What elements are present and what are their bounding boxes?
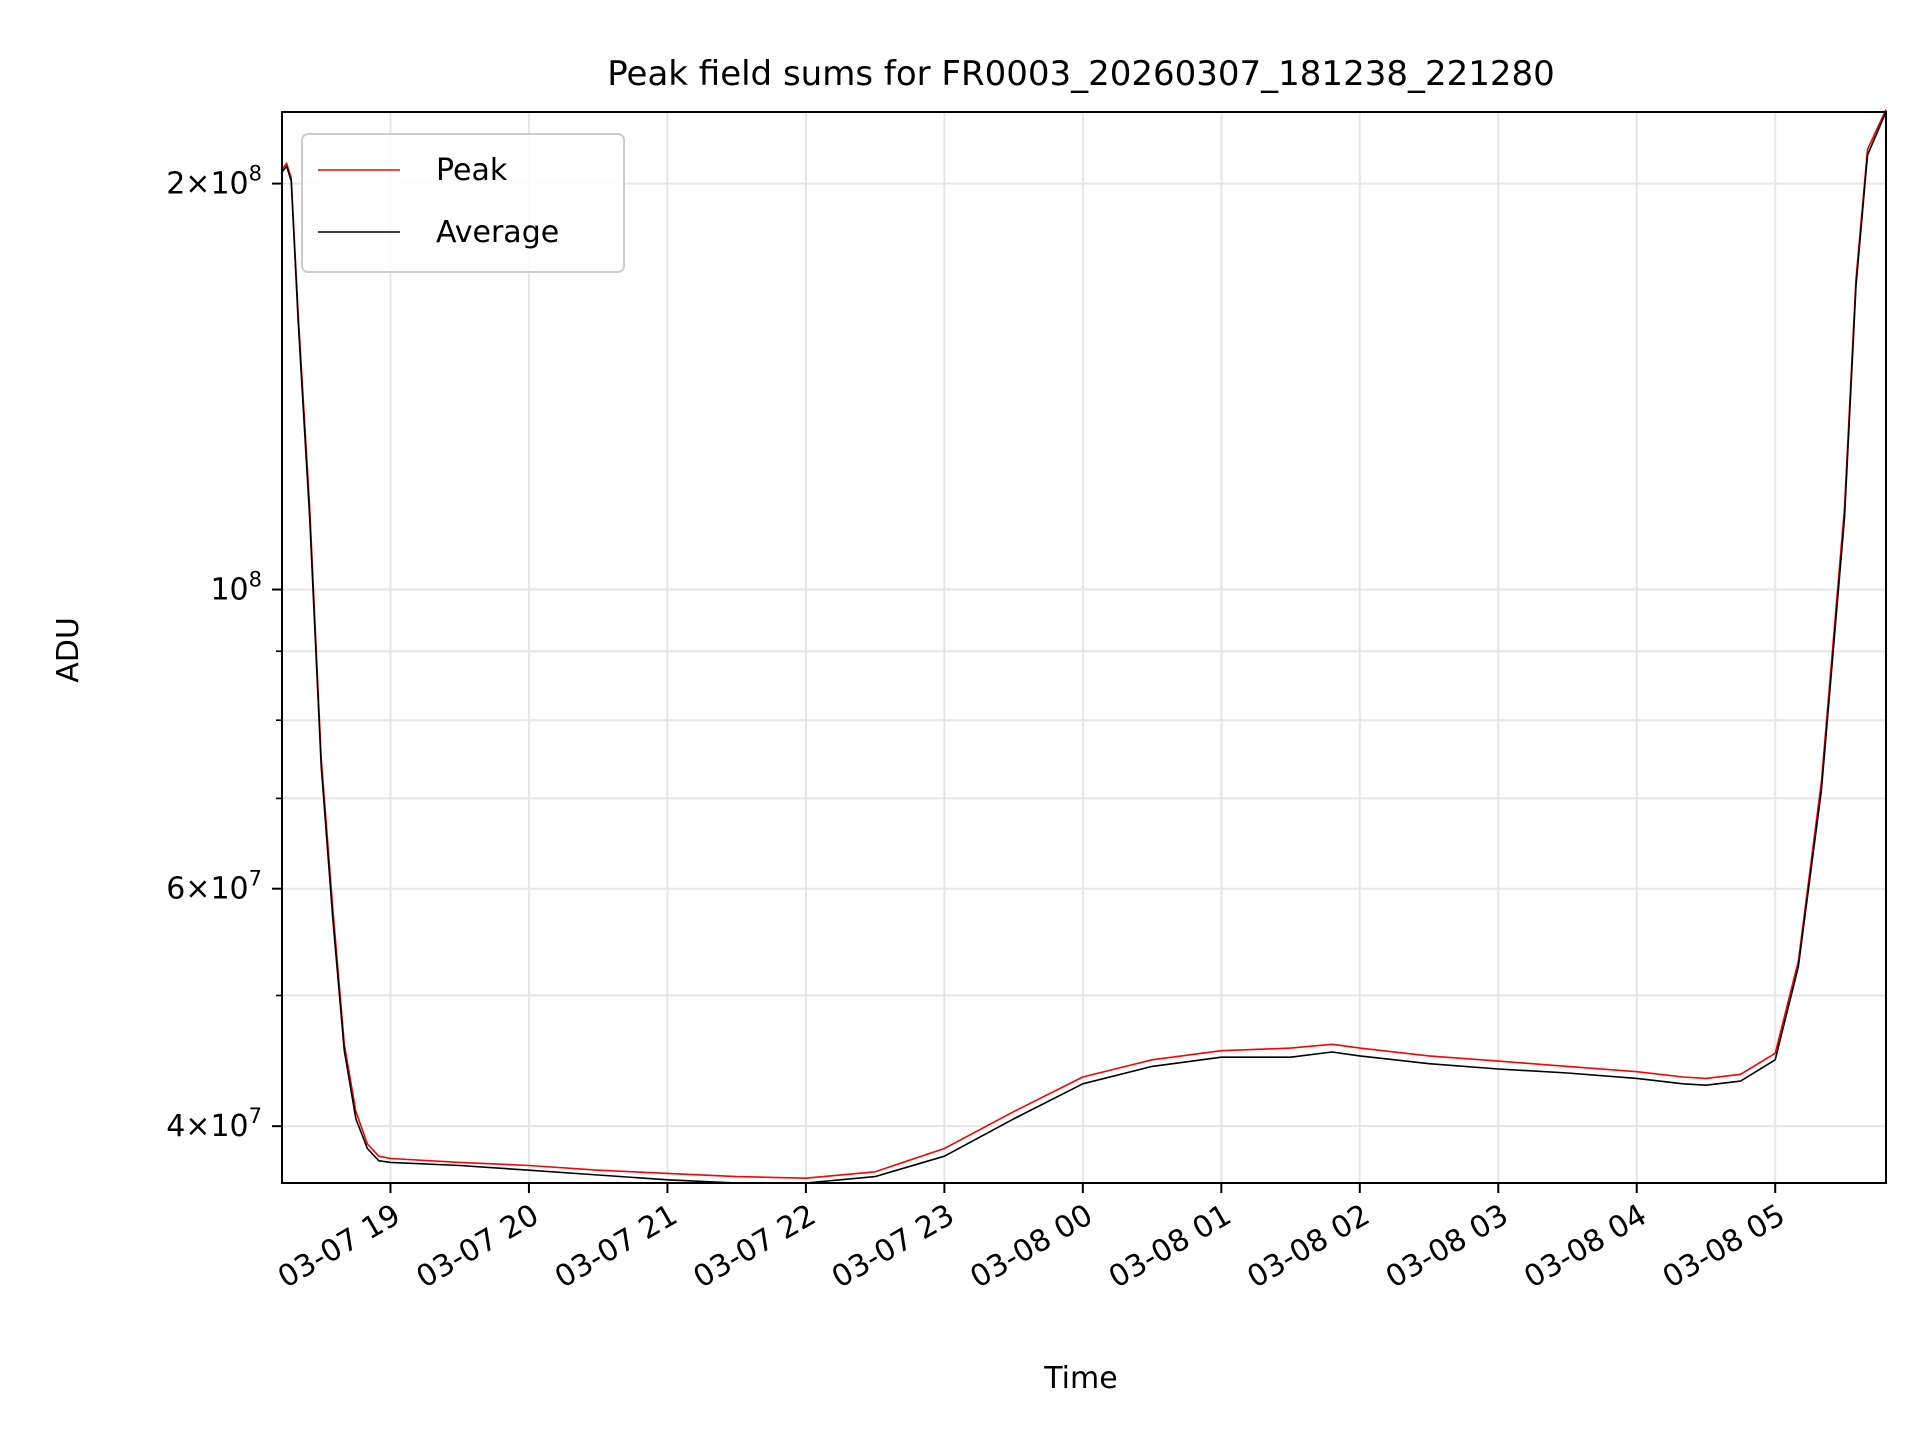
series-line-average	[281, 111, 1887, 1184]
y-axis-label: ADU	[51, 617, 86, 683]
legend: Peak Average	[301, 133, 625, 273]
legend-label-peak: Peak	[436, 153, 508, 188]
chart-title: Peak field sums for FR0003_20260307_1812…	[607, 54, 1555, 94]
grid	[282, 112, 1886, 1183]
legend-label-average: Average	[436, 215, 559, 250]
y-tick-label: 4×107	[166, 1104, 262, 1144]
y-tick-label: 6×107	[166, 867, 262, 907]
legend-box	[301, 133, 625, 273]
plot-frame	[281, 111, 1887, 1184]
y-tick-label: 2×108	[166, 162, 262, 202]
plot-series	[281, 109, 1887, 1184]
x-axis-label: Time	[1043, 1361, 1117, 1396]
